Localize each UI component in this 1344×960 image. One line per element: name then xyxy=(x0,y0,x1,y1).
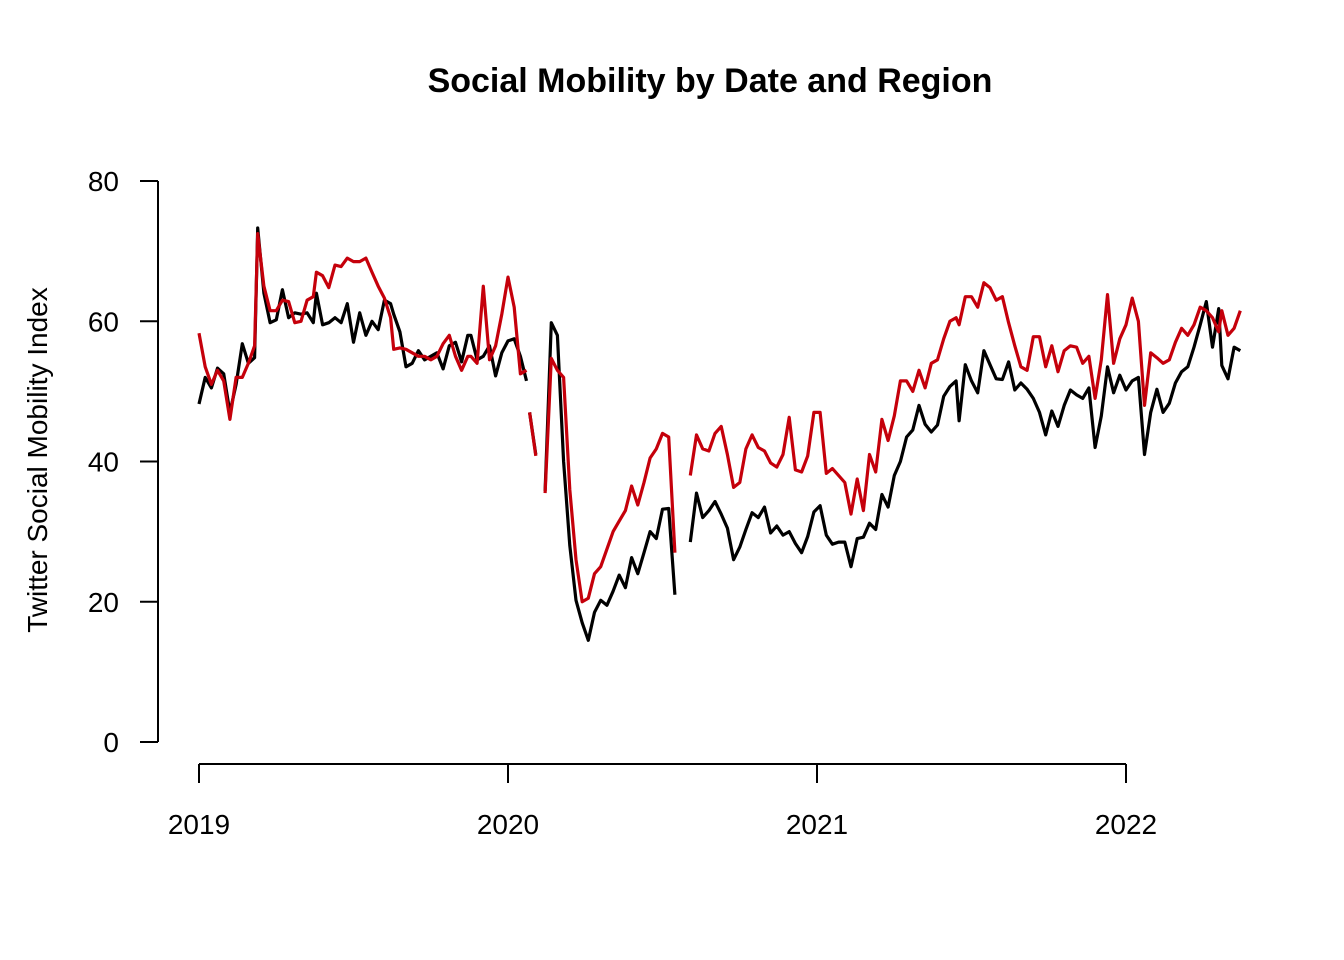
chart-title: Social Mobility by Date and Region xyxy=(428,62,993,100)
series-1 xyxy=(197,226,1242,642)
x-tick-label: 2019 xyxy=(168,809,230,840)
y-tick-label: 60 xyxy=(88,306,119,337)
series-line xyxy=(688,300,1242,569)
series-2 xyxy=(197,232,1242,604)
x-tick-label: 2021 xyxy=(786,809,848,840)
series-line xyxy=(543,321,677,642)
x-axis: 2019 2020 2021 2022 xyxy=(168,763,1157,840)
series-layer xyxy=(197,226,1242,642)
x-tick-label: 2020 xyxy=(477,809,539,840)
series-line xyxy=(543,356,677,604)
y-tick-label: 20 xyxy=(88,587,119,618)
y-axis: 0 20 40 60 80 xyxy=(88,166,159,758)
x-tick-label: 2022 xyxy=(1095,809,1157,840)
series-line xyxy=(197,232,528,421)
y-tick-label: 40 xyxy=(88,447,119,478)
y-tick-label: 0 xyxy=(103,727,119,758)
y-axis-label: Twitter Social Mobility Index xyxy=(22,287,53,632)
series-line xyxy=(197,226,529,414)
series-line xyxy=(688,281,1242,516)
y-tick-label: 80 xyxy=(88,166,119,197)
series-line xyxy=(528,412,538,457)
